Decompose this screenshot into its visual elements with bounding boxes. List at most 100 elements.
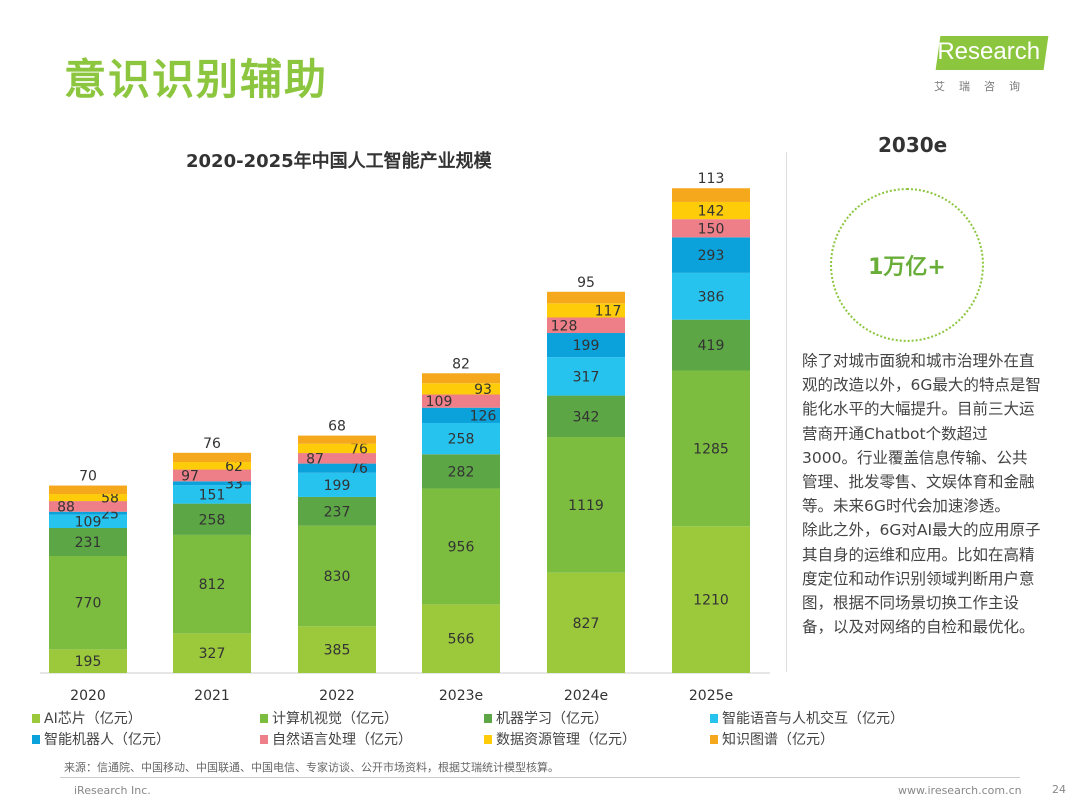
page-number: 24 xyxy=(1052,783,1066,796)
logo-subtitle: 艾瑞咨询 xyxy=(934,80,1034,93)
footer-divider xyxy=(60,777,1020,778)
data-label: 95 xyxy=(577,275,595,291)
bar-segment xyxy=(298,472,376,497)
data-label: 812 xyxy=(199,577,226,593)
legend-swatch xyxy=(32,713,40,723)
bar-segment xyxy=(547,572,625,673)
bar-segment xyxy=(672,237,750,273)
bar-segment xyxy=(672,526,750,673)
data-label: 76 xyxy=(203,436,221,452)
bar-segment xyxy=(672,201,750,220)
data-label: 88 xyxy=(57,499,75,515)
x-tick-label: 2025e xyxy=(689,688,733,704)
data-label: 258 xyxy=(448,432,475,448)
bar-segment xyxy=(298,443,376,454)
data-label: 68 xyxy=(328,419,346,435)
x-tick-label: 2020 xyxy=(70,688,106,704)
bar-segment xyxy=(547,437,625,573)
bar-segment xyxy=(422,488,500,605)
legend-label: 计算机视觉（亿元） xyxy=(272,711,398,727)
bar-segment xyxy=(173,452,251,463)
bar-segment xyxy=(547,333,625,358)
bar-segment xyxy=(672,188,750,202)
legend-item: AI芯片（亿元） xyxy=(32,708,142,728)
data-label: 317 xyxy=(573,369,600,385)
bar-segment xyxy=(49,527,127,556)
bar-segment xyxy=(49,501,127,512)
legend-item: 智能机器人（亿元） xyxy=(32,729,170,749)
legend-item: 知识图谱（亿元） xyxy=(710,729,834,749)
data-label: 62 xyxy=(225,459,243,475)
paragraph-1: 除了对城市面貌和城市治理外在直观的改造以外，6G最大的特点是智能化水平的大幅提升… xyxy=(802,352,1041,516)
data-label: 82 xyxy=(452,356,470,372)
bar-segment xyxy=(422,422,500,455)
data-label: 76 xyxy=(350,461,368,477)
bar-segment xyxy=(298,496,376,526)
x-tick-label: 2022 xyxy=(319,688,355,704)
bar-segment xyxy=(298,463,376,473)
bar-segment xyxy=(173,481,251,486)
bar-segment xyxy=(422,604,500,673)
forecast-value: 1万亿+ xyxy=(868,255,946,280)
data-label: 419 xyxy=(698,338,725,354)
bar-segment xyxy=(173,469,251,482)
page-title: 意识识别辅助 xyxy=(64,55,329,104)
data-label: 237 xyxy=(324,504,351,520)
bar-segment xyxy=(49,494,127,502)
data-label: 142 xyxy=(698,204,725,220)
data-label: 70 xyxy=(79,469,97,485)
bar-segment xyxy=(422,454,500,489)
data-label: 93 xyxy=(474,382,492,398)
bar-segment xyxy=(298,453,376,464)
footer-url: www.iresearch.com.cn xyxy=(898,784,1022,797)
legend-label: AI芯片（亿元） xyxy=(44,711,142,727)
legend-label: 机器学习（亿元） xyxy=(496,711,608,727)
chart-title: 2020-2025年中国人工智能产业规模 xyxy=(186,151,492,172)
legend-swatch xyxy=(484,734,492,744)
bar-segment xyxy=(173,503,251,535)
legend-swatch xyxy=(260,713,268,723)
bar-segment xyxy=(49,649,127,673)
legend-label: 智能机器人（亿元） xyxy=(44,732,170,748)
description-text: 除了对城市面貌和城市治理外在直观的改造以外，6G最大的特点是智能化水平的大幅提升… xyxy=(802,349,1042,639)
forecast-circle: 1万亿+ xyxy=(830,188,984,342)
bar-segment xyxy=(49,514,127,528)
divider xyxy=(786,152,787,672)
bar-segment xyxy=(173,534,251,634)
data-label: 199 xyxy=(324,478,351,494)
data-label: 58 xyxy=(101,491,119,507)
bar-segment xyxy=(298,435,376,444)
data-label: 1119 xyxy=(568,498,604,514)
data-label: 830 xyxy=(324,569,351,585)
data-label: 231 xyxy=(75,535,102,551)
data-label: 327 xyxy=(199,646,226,662)
legend-label: 自然语言处理（亿元） xyxy=(272,732,412,748)
legend-swatch xyxy=(260,734,268,744)
bar-segment xyxy=(547,357,625,396)
data-label: 195 xyxy=(75,654,102,670)
data-label: 566 xyxy=(448,632,475,648)
legend-item: 自然语言处理（亿元） xyxy=(260,729,412,749)
data-label: 258 xyxy=(199,512,226,528)
legend-swatch xyxy=(32,734,40,744)
legend-item: 机器学习（亿元） xyxy=(484,708,608,728)
bar-segment xyxy=(173,485,251,504)
data-label: 76 xyxy=(350,441,368,457)
bar-segment xyxy=(547,303,625,318)
bar-segment xyxy=(298,626,376,673)
data-label: 87 xyxy=(306,451,324,467)
legend-swatch xyxy=(710,734,718,744)
data-label: 150 xyxy=(698,221,725,237)
data-label: 293 xyxy=(698,248,725,264)
data-label: 199 xyxy=(573,338,600,354)
legend-swatch xyxy=(484,713,492,723)
data-label: 386 xyxy=(698,289,725,305)
legend-label: 知识图谱（亿元） xyxy=(722,732,834,748)
bar-segment xyxy=(173,462,251,470)
data-label: 113 xyxy=(698,171,725,187)
data-label: 117 xyxy=(595,303,622,319)
bar-segment xyxy=(672,219,750,238)
bar-segment xyxy=(422,383,500,395)
data-label: 282 xyxy=(448,464,475,480)
data-label: 827 xyxy=(573,616,600,632)
